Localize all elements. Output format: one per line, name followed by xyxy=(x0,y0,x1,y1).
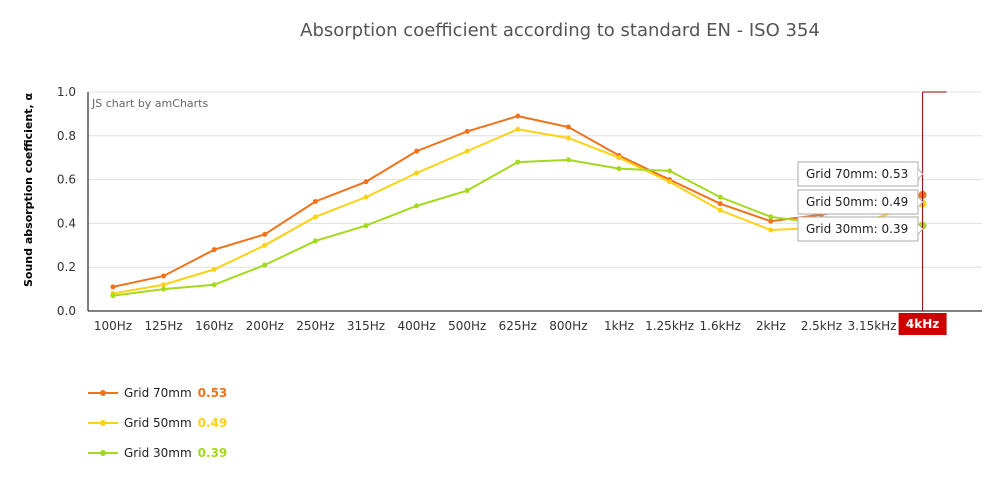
legend: Grid 70mm 0.53 Grid 50mm 0.49 Grid 30mm 0.39 xyxy=(88,378,227,468)
data-point xyxy=(414,170,420,176)
tooltip-text: Grid 70mm: 0.53 xyxy=(806,167,908,181)
data-point xyxy=(717,194,723,200)
tooltip-text: Grid 50mm: 0.49 xyxy=(806,195,908,209)
data-point xyxy=(363,179,369,185)
x-tick-label: 2.5kHz xyxy=(801,319,842,333)
data-point xyxy=(312,238,318,244)
x-tick-label: 250Hz xyxy=(296,319,334,333)
y-tick-label: 0.0 xyxy=(57,304,76,318)
x-tick-label: 400Hz xyxy=(397,319,435,333)
cursor-category-label: 4kHz xyxy=(906,317,939,331)
data-point xyxy=(110,284,116,290)
x-tick-label: 1.6kHz xyxy=(700,319,741,333)
data-point xyxy=(262,231,268,237)
y-tick-label: 1.0 xyxy=(57,85,76,99)
x-tick-label: 200Hz xyxy=(246,319,284,333)
data-point xyxy=(464,128,470,134)
data-point xyxy=(262,242,268,248)
tooltip-box xyxy=(797,189,919,215)
data-point xyxy=(515,159,521,165)
cursor: 4kHz xyxy=(898,91,947,335)
data-point xyxy=(565,135,571,141)
data-point xyxy=(211,247,217,253)
y-tick-label: 0.8 xyxy=(57,129,76,143)
data-point xyxy=(211,266,217,272)
tooltip-box xyxy=(797,161,919,187)
data-point xyxy=(363,194,369,200)
data-point xyxy=(616,166,622,172)
data-point xyxy=(768,218,774,224)
data-point xyxy=(717,201,723,207)
legend-value: 0.53 xyxy=(197,386,228,400)
legend-label: Grid 70mm xyxy=(124,386,192,400)
tooltip-pointer xyxy=(917,196,924,208)
cursor-category-box xyxy=(898,313,947,335)
x-tick-label: 2kHz xyxy=(756,319,786,333)
x-tick-label: 625Hz xyxy=(499,319,537,333)
data-point xyxy=(414,148,420,154)
tooltip-pointer xyxy=(917,168,924,180)
legend-item[interactable]: Grid 30mm 0.39 xyxy=(88,438,227,468)
x-tick-label: 125Hz xyxy=(144,319,182,333)
y-tick-label: 0.6 xyxy=(57,173,76,187)
data-point xyxy=(515,113,521,119)
data-point xyxy=(464,188,470,194)
legend-item[interactable]: Grid 50mm 0.49 xyxy=(88,408,227,438)
data-point xyxy=(312,214,318,220)
legend-item[interactable]: Grid 70mm 0.53 xyxy=(88,378,227,408)
data-point xyxy=(515,126,521,132)
x-tick-label: 315Hz xyxy=(347,319,385,333)
legend-label: Grid 50mm xyxy=(124,416,192,430)
series-lines xyxy=(110,113,927,299)
chart-title: Absorption coefficient according to stan… xyxy=(300,20,820,41)
data-point xyxy=(717,207,723,213)
data-point xyxy=(616,155,622,161)
data-point xyxy=(565,124,571,130)
data-point xyxy=(768,214,774,220)
x-tick-label: 3.15kHz xyxy=(848,319,897,333)
y-tick-label: 0.2 xyxy=(57,260,76,274)
data-point xyxy=(768,227,774,233)
legend-value: 0.49 xyxy=(197,416,228,430)
legend-marker-icon xyxy=(88,447,118,459)
legend-label: Grid 30mm xyxy=(124,446,192,460)
legend-marker-icon xyxy=(88,387,118,399)
x-tick-label: 800Hz xyxy=(549,319,587,333)
tooltip-text: Grid 30mm: 0.39 xyxy=(806,222,908,236)
y-tick-label: 0.4 xyxy=(57,216,76,230)
x-tick-label: 160Hz xyxy=(195,319,233,333)
legend-marker-icon xyxy=(88,417,118,429)
x-tick-label: 1kHz xyxy=(604,319,634,333)
amcharts-credit[interactable]: JS chart by amCharts xyxy=(91,97,208,110)
x-tick-label: 500Hz xyxy=(448,319,486,333)
data-point xyxy=(161,282,167,288)
data-point xyxy=(312,199,318,204)
x-tick-label: 100Hz xyxy=(94,319,132,333)
tooltip-pointer xyxy=(917,223,924,235)
data-point xyxy=(211,282,217,288)
tooltips: Grid 70mm: 0.53 Grid 50mm: 0.49 Grid 30mm:… xyxy=(797,161,924,242)
axes: 0.0 0.2 0.4 0.6 0.8 1.0 100Hz 125Hz 160Hz 200Hz 25… xyxy=(57,85,897,333)
data-point xyxy=(363,223,369,229)
y-axis-label: Sound absorption coefficient, α xyxy=(22,93,35,287)
legend-value: 0.39 xyxy=(197,446,228,460)
data-point xyxy=(667,179,673,185)
data-point xyxy=(464,148,470,154)
data-point xyxy=(161,286,167,292)
data-point xyxy=(667,168,673,174)
data-point xyxy=(565,157,571,163)
data-point xyxy=(262,262,268,268)
data-point xyxy=(414,203,420,209)
data-point xyxy=(110,293,116,299)
x-tick-label: 1.25kHz xyxy=(645,319,694,333)
data-point xyxy=(161,273,167,279)
